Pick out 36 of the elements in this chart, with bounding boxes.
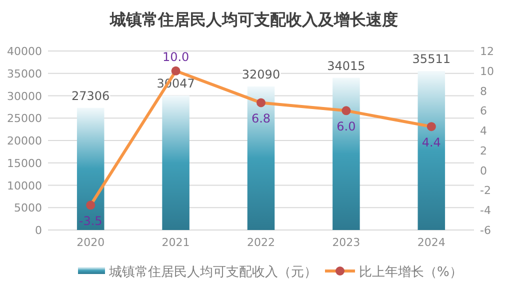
y-tick-label: 0 bbox=[35, 224, 42, 237]
y-tick-label: 15000 bbox=[7, 156, 42, 170]
y2-tick-label: 4 bbox=[480, 124, 487, 138]
y2-tick-label: 2 bbox=[480, 144, 487, 158]
data-label: 6.8 bbox=[251, 112, 271, 126]
y-tick-label: 40000 bbox=[7, 45, 42, 58]
data-label: 35511 bbox=[412, 52, 450, 66]
y2-tick-label: 0 bbox=[480, 164, 487, 178]
x-tick-label: 2023 bbox=[332, 236, 360, 249]
y-tick-label: 25000 bbox=[7, 112, 42, 126]
y2-tick-label: 12 bbox=[480, 45, 494, 58]
y-tick-label: 5000 bbox=[14, 202, 42, 215]
x-tick-label: 2021 bbox=[162, 236, 190, 249]
y2-tick-label: -6 bbox=[480, 224, 491, 237]
legend-label: 城镇常住居民人均可支配收入（元） bbox=[108, 265, 317, 280]
y-tick-label: 30000 bbox=[7, 90, 42, 103]
y2-tick-label: 10 bbox=[480, 64, 494, 78]
y2-tick-label: -4 bbox=[480, 204, 491, 218]
y-tick-label: 10000 bbox=[7, 179, 42, 192]
data-label: 27306 bbox=[72, 88, 110, 103]
y2-tick-label: -2 bbox=[480, 184, 491, 198]
data-label: 10.0 bbox=[162, 50, 190, 64]
y-tick-label: 20000 bbox=[7, 134, 42, 148]
x-tick-label: 2020 bbox=[76, 236, 105, 249]
y2-tick-label: 6 bbox=[480, 104, 487, 118]
data-label: -3.5 bbox=[78, 214, 102, 228]
y2-tick-label: 8 bbox=[480, 84, 487, 98]
data-label: 32090 bbox=[242, 67, 280, 82]
legend-label: 比上年增长（%） bbox=[359, 265, 462, 280]
x-tick-label: 2022 bbox=[247, 236, 275, 249]
y-tick-label: 35000 bbox=[7, 67, 42, 80]
data-label: 34015 bbox=[327, 58, 366, 73]
data-label: 4.4 bbox=[422, 136, 441, 150]
x-tick-label: 2024 bbox=[417, 236, 446, 249]
data-label: 6.0 bbox=[336, 120, 356, 134]
chart-title: 城镇常住居民人均可支配收入及增长速度 bbox=[109, 10, 398, 29]
